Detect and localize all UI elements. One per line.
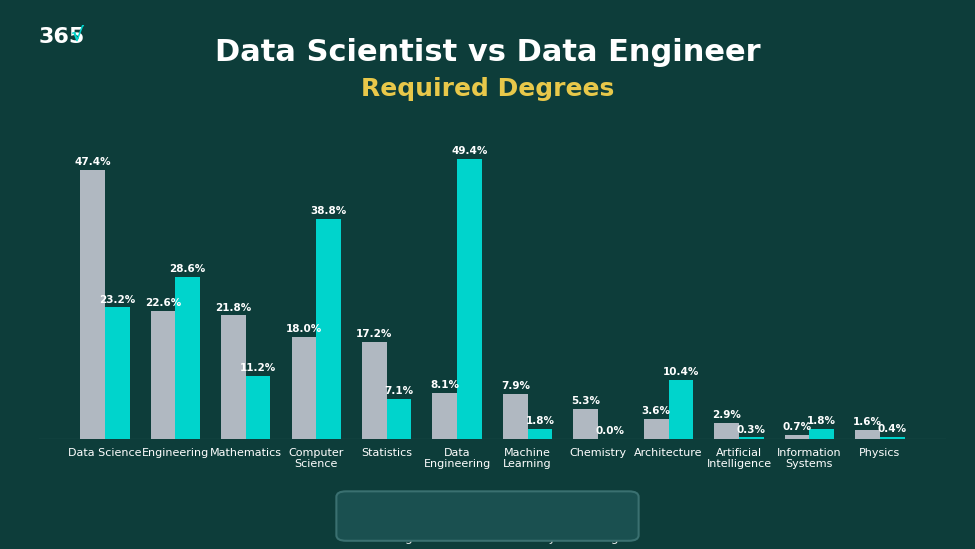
Text: 8.1%: 8.1% [430,380,459,390]
Bar [573,409,598,439]
Text: 1.8%: 1.8% [526,416,555,426]
Text: 28.6%: 28.6% [170,264,206,274]
Bar [527,429,552,439]
Text: 49.4%: 49.4% [451,146,488,156]
Bar [503,394,527,439]
Bar [433,393,457,439]
Text: 21.8%: 21.8% [215,302,252,312]
Text: √: √ [70,26,83,45]
Text: Data Scientist vs Data Engineer: Data Scientist vs Data Engineer [214,38,760,68]
Bar [879,437,905,439]
Text: 7.9%: 7.9% [501,382,529,391]
Bar [80,170,105,439]
Text: 0.7%: 0.7% [783,422,811,433]
Bar [105,307,130,439]
Text: Required Degrees: Required Degrees [361,77,614,101]
Bar [809,429,834,439]
Text: 23.2%: 23.2% [99,295,136,305]
Text: 0.0%: 0.0% [596,427,625,436]
Text: 2.9%: 2.9% [712,410,741,420]
Text: 22.6%: 22.6% [145,298,181,308]
Text: 38.8%: 38.8% [310,206,347,216]
Text: 11.2%: 11.2% [240,363,276,373]
Text: 17.2%: 17.2% [356,329,393,339]
Bar [292,337,316,439]
Text: 365: 365 [39,27,85,47]
Bar [644,419,669,439]
Bar [221,315,246,439]
Bar [715,423,739,439]
Bar [362,341,387,439]
Bar [785,435,809,439]
Text: 1.6%: 1.6% [853,417,882,427]
Bar [246,376,270,439]
Text: 3.6%: 3.6% [642,406,671,416]
Bar [457,159,482,439]
Text: 18.0%: 18.0% [286,324,322,334]
Text: 0.4%: 0.4% [878,424,907,434]
Bar [176,277,200,439]
Text: 0.3%: 0.3% [737,425,765,435]
Text: 10.4%: 10.4% [663,367,699,377]
Bar [855,430,879,439]
Bar [387,399,411,439]
Bar [669,380,693,439]
Bar [739,438,763,439]
Bar [151,311,176,439]
Text: 1.8%: 1.8% [807,416,837,426]
Text: 47.4%: 47.4% [74,157,111,167]
Text: 7.1%: 7.1% [384,386,413,396]
Legend: Data Scientists, Data Engineers: Data Scientists, Data Engineers [345,506,640,531]
Text: 5.3%: 5.3% [571,396,601,406]
Bar [316,219,341,439]
Text: Percentage of Mentions in Total Job Postings: Percentage of Mentions in Total Job Post… [350,530,625,544]
